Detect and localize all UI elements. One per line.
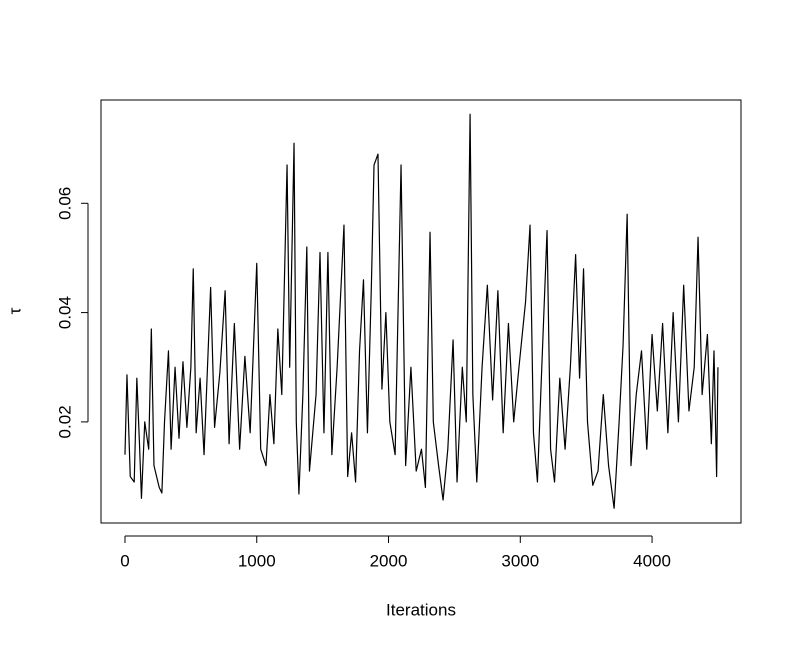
trace-line bbox=[124, 113, 719, 509]
y-tick-label: 0.06 bbox=[55, 187, 74, 220]
plot-box bbox=[100, 99, 742, 524]
x-tick-label: 0 bbox=[120, 551, 129, 570]
y-tick-label: 0.04 bbox=[55, 296, 74, 329]
x-tick-label: 2000 bbox=[370, 551, 408, 570]
y-tick-label: 0.02 bbox=[55, 405, 74, 438]
y-axis-label: τ bbox=[5, 307, 24, 314]
x-tick-label: 1000 bbox=[238, 551, 276, 570]
x-tick-label: 3000 bbox=[501, 551, 539, 570]
x-axis-label: Iterations bbox=[386, 600, 456, 619]
x-tick-label: 4000 bbox=[633, 551, 671, 570]
